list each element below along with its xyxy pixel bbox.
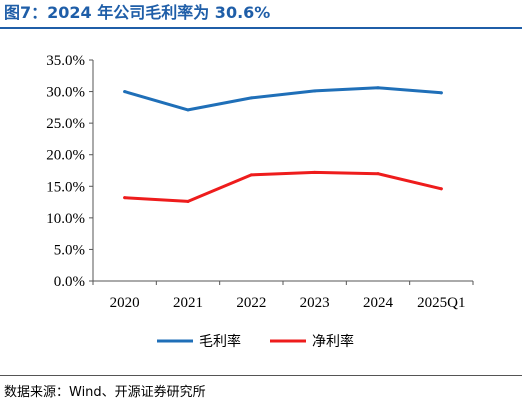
line-chart: 0.0% 5.0% 10.0% 15.0% 20.0% 25.0% 30.0% 35.0% 2… bbox=[46, 53, 474, 350]
series-1-point bbox=[439, 91, 443, 95]
source-note: 数据来源：Wind、开源证券研究所 bbox=[4, 385, 206, 400]
x-tick-label: 2024 bbox=[363, 295, 394, 311]
series-1-point bbox=[123, 90, 127, 94]
legend-label-1: 毛利率 bbox=[199, 333, 241, 350]
title-divider bbox=[0, 27, 522, 29]
series-1-point bbox=[376, 86, 380, 90]
x-tick-label: 2022 bbox=[236, 295, 266, 311]
chart-legend: 毛利率 净利率 bbox=[157, 333, 354, 350]
legend-label-2: 净利率 bbox=[312, 333, 354, 350]
x-tick-label: 2021 bbox=[173, 295, 203, 311]
series-2-point bbox=[249, 173, 253, 177]
page-title: 图7：2024 年公司毛利率为 30.6% bbox=[4, 3, 271, 22]
series-2-point bbox=[123, 196, 127, 200]
y-tick-label: 10.0% bbox=[46, 211, 85, 227]
y-axis-ticks: 0.0% 5.0% 10.0% 15.0% 20.0% 25.0% 30.0% 35.0% bbox=[46, 53, 93, 290]
chart-series bbox=[123, 86, 443, 203]
y-tick-label: 25.0% bbox=[46, 116, 85, 132]
series-2-point bbox=[376, 172, 380, 176]
y-tick-label: 5.0% bbox=[54, 242, 85, 258]
x-axis-ticks: 2020 2021 2022 2023 2024 2025Q1 bbox=[92, 281, 474, 311]
y-tick-label: 35.0% bbox=[46, 53, 85, 69]
y-tick-label: 0.0% bbox=[54, 274, 85, 290]
x-tick-label: 2025Q1 bbox=[417, 295, 465, 311]
series-2-point bbox=[439, 187, 443, 191]
y-tick-label: 15.0% bbox=[46, 179, 85, 195]
series-2-point bbox=[186, 199, 190, 203]
series-1-point bbox=[313, 89, 317, 93]
source-divider bbox=[0, 375, 522, 376]
series-1-point bbox=[186, 108, 190, 112]
series-line-2 bbox=[123, 170, 443, 203]
series-2-point bbox=[313, 170, 317, 174]
x-tick-label: 2023 bbox=[300, 295, 330, 311]
y-tick-label: 20.0% bbox=[46, 148, 85, 164]
y-tick-label: 30.0% bbox=[46, 85, 85, 101]
x-tick-label: 2020 bbox=[110, 295, 140, 311]
series-line-1 bbox=[123, 86, 443, 112]
series-1-point bbox=[249, 96, 253, 100]
